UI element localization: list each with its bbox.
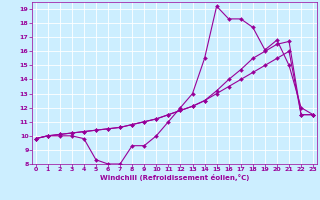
X-axis label: Windchill (Refroidissement éolien,°C): Windchill (Refroidissement éolien,°C)	[100, 174, 249, 181]
